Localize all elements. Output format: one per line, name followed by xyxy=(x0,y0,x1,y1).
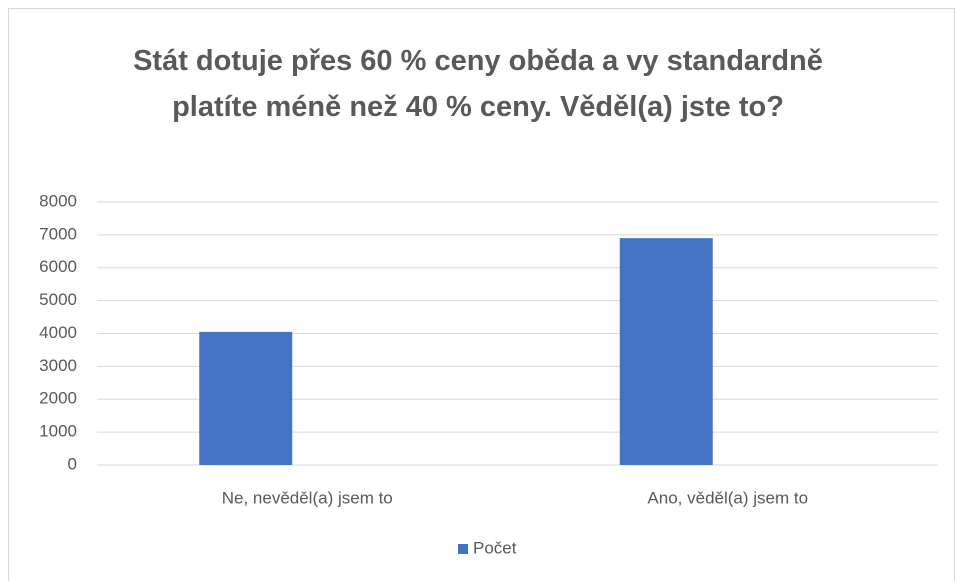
y-tick-label: 3000 xyxy=(39,356,77,375)
y-tick-label: 0 xyxy=(68,454,77,473)
y-tick-label: 5000 xyxy=(39,290,77,309)
bar xyxy=(199,331,293,465)
y-tick-label: 1000 xyxy=(39,422,77,441)
legend-swatch xyxy=(458,544,468,554)
y-tick-label: 2000 xyxy=(39,389,77,408)
legend-label: Počet xyxy=(473,538,517,557)
y-tick-label: 7000 xyxy=(39,224,77,243)
bar xyxy=(619,238,713,465)
chart-title: Stát dotuje přes 60 % ceny oběda a vy st… xyxy=(133,45,823,123)
x-tick-label: Ano, věděl(a) jsem to xyxy=(647,488,808,507)
y-tick-label: 4000 xyxy=(39,323,77,342)
y-tick-label: 8000 xyxy=(39,191,77,210)
y-tick-label: 6000 xyxy=(39,257,77,276)
chart-border xyxy=(8,8,955,581)
x-tick-label: Ne, nevěděl(a) jsem to xyxy=(222,488,393,507)
